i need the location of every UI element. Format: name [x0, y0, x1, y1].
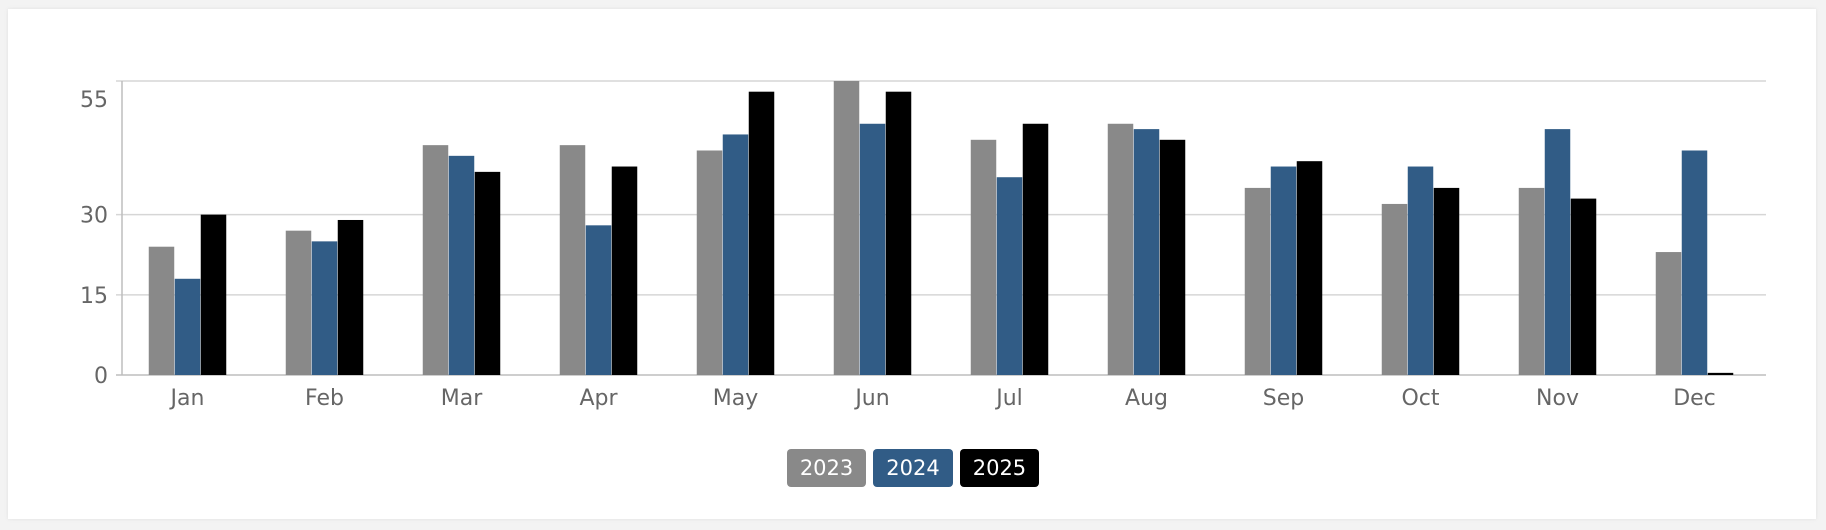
x-tick-label-Jul: Jul: [994, 386, 1023, 411]
x-tick-label-Feb: Feb: [305, 386, 344, 411]
bar-2023-Apr: [559, 145, 586, 375]
bar-2024-Nov: [1544, 129, 1571, 375]
bar-2023-Feb: [285, 230, 312, 375]
bar-2023-Jul: [970, 139, 997, 375]
bar-2024-Jul: [996, 177, 1023, 375]
bar-2025-Nov: [1570, 198, 1597, 375]
bar-2023-Mar: [422, 145, 449, 375]
bar-2023-Dec: [1655, 252, 1682, 375]
bar-2025-Sep: [1296, 161, 1323, 375]
y-tick-label-55: 55: [80, 88, 108, 113]
bar-2025-May: [748, 91, 775, 375]
y-tick-label-15: 15: [80, 284, 108, 309]
bar-2024-May: [722, 134, 749, 375]
y-tick-label-30: 30: [80, 204, 108, 229]
legend-item-2025[interactable]: 2025: [959, 449, 1040, 487]
bar-2025-Dec: [1707, 372, 1734, 375]
x-tick-label-Mar: Mar: [441, 386, 483, 411]
bar-2024-Apr: [585, 225, 612, 375]
bar-2025-Mar: [474, 171, 501, 375]
y-tick-label-0: 0: [94, 364, 108, 389]
x-tick-label-Nov: Nov: [1536, 386, 1579, 411]
legend-item-2024[interactable]: 2024: [873, 449, 953, 487]
bar-2024-Jan: [174, 278, 201, 375]
legend-item-2023[interactable]: 2023: [786, 449, 867, 487]
bar-2024-Feb: [311, 241, 338, 375]
bar-2025-Aug: [1159, 139, 1186, 375]
bar-2023-May: [696, 150, 723, 375]
bar-2024-Jun: [859, 123, 886, 375]
bar-2024-Mar: [448, 155, 475, 375]
bar-2025-Jan: [200, 214, 227, 375]
x-tick-label-May: May: [713, 386, 758, 411]
bar-2024-Dec: [1681, 150, 1708, 375]
chart-legend: 2023 2024 2025: [0, 449, 1826, 487]
bar-2023-Nov: [1518, 187, 1545, 375]
bar-2023-Oct: [1381, 203, 1408, 375]
bar-2024-Sep: [1270, 166, 1297, 375]
bar-2023-Jun: [833, 81, 860, 375]
bar-2025-Oct: [1433, 187, 1460, 375]
bar-2023-Sep: [1244, 187, 1271, 375]
bar-2024-Aug: [1133, 129, 1160, 375]
x-tick-label-Apr: Apr: [579, 386, 618, 411]
bar-2024-Oct: [1407, 166, 1434, 375]
bar-2023-Jan: [148, 246, 175, 375]
x-tick-label-Jan: Jan: [169, 386, 205, 411]
x-tick-label-Oct: Oct: [1401, 386, 1439, 411]
x-tick-label-Jun: Jun: [853, 386, 889, 411]
x-tick-label-Aug: Aug: [1125, 386, 1168, 411]
bar-2025-Apr: [611, 166, 638, 375]
x-tick-label-Sep: Sep: [1263, 386, 1304, 411]
bar-2023-Aug: [1107, 123, 1134, 375]
bar-2025-Jun: [885, 91, 912, 375]
x-tick-label-Dec: Dec: [1673, 386, 1716, 411]
bar-2025-Jul: [1022, 123, 1049, 375]
bar-2025-Feb: [337, 219, 364, 375]
